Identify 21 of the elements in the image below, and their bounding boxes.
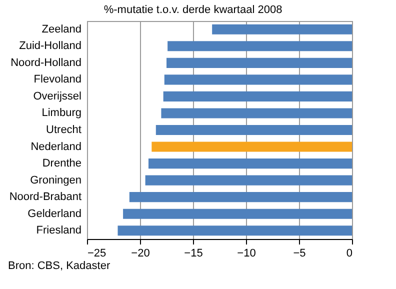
x-tick-label: −10 (237, 248, 256, 260)
text: Bron: CBS, Kadaster (8, 260, 112, 272)
y-tick-label: Drenthe (42, 158, 82, 170)
x-tick-label: 0 (346, 248, 352, 260)
y-tick-label: Zeeland (42, 23, 82, 36)
y-tick-label: Nederland (30, 140, 82, 153)
y-tick-label: Flevoland (34, 74, 82, 86)
x-tick-label: −5 (293, 248, 306, 260)
y-tick-label: Noord-Holland (10, 56, 82, 69)
y-tick-label: Gelderland (28, 208, 82, 220)
y-tick-label: Groningen (30, 174, 82, 186)
y-tick-label: Limburg (42, 107, 82, 120)
y-tick-label: Overijssel (33, 90, 82, 102)
y-tick-label: Noord-Brabant (9, 191, 82, 204)
x-tick-label: −15 (184, 248, 203, 260)
x-tick-label: −25 (88, 248, 106, 260)
chart-title: %-mutatie t.o.v. derde kwartaal 2008 (104, 4, 282, 16)
y-tick-label: Utrecht (46, 124, 82, 136)
x-tick-label: −20 (131, 248, 150, 260)
y-tick-label: Zuid-Holland (19, 40, 82, 52)
y-tick-label: Friesland (36, 224, 82, 237)
